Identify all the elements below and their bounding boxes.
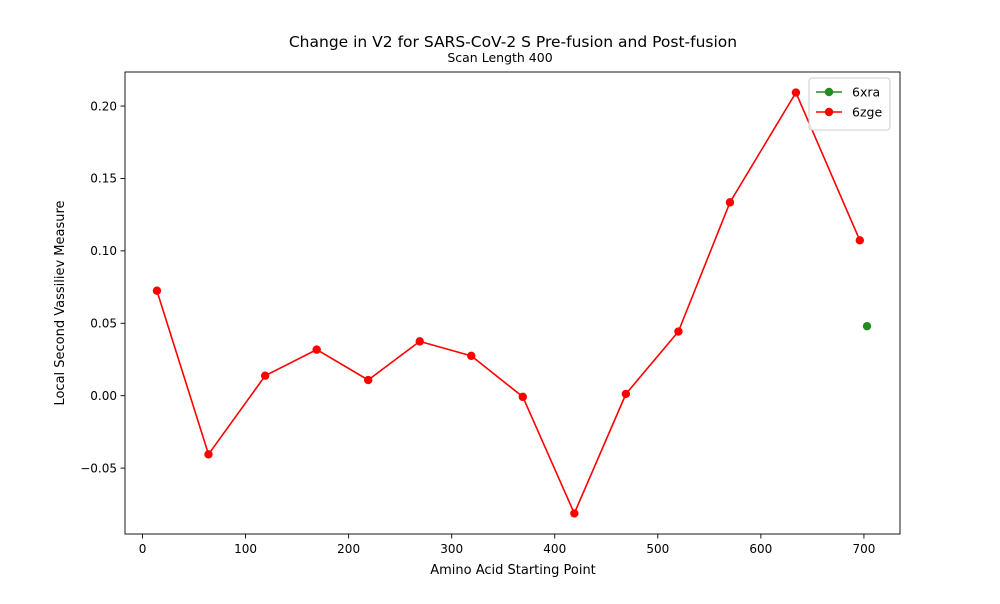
series-line-6zge: [156, 91, 861, 515]
legend-label-6xra: 6xra: [852, 85, 880, 100]
legend-marker-6xra: [824, 87, 834, 97]
data-point-6zge: [570, 509, 579, 518]
data-point-6zge: [518, 392, 528, 402]
x-tick-label: 100: [234, 542, 257, 556]
y-axis-label: Local Second Vassiliev Measure: [53, 200, 68, 405]
data-point-6zge: [855, 236, 865, 245]
y-tick-label: 0.10: [90, 244, 117, 258]
y-tick-label: −0.05: [80, 461, 117, 475]
x-tick-label: 500: [646, 542, 669, 556]
chart-subtitle: Scan Length 400: [447, 50, 552, 65]
data-point-6zge: [467, 351, 476, 361]
y-tick-label: 0.05: [90, 317, 117, 331]
y-tick-label: 0.15: [90, 172, 117, 186]
legend: 6xra 6zge: [808, 77, 891, 131]
plot-frame: [124, 71, 901, 535]
x-tick-label: 300: [440, 542, 463, 556]
chart-title: Change in V2 for SARS-CoV-2 S Pre-fusion…: [289, 33, 737, 51]
x-tick-label: 600: [749, 542, 772, 556]
plot-area: 0 100 200 300 400 500 600 700 −0.05 0.00 0.05 0.10 0…: [80, 71, 901, 556]
x-tick-label: 200: [337, 542, 360, 556]
data-point-6zge: [364, 375, 373, 385]
x-axis-label: Amino Acid Starting Point: [430, 563, 596, 578]
y-tick-label: 0.00: [90, 389, 117, 403]
x-tick-label: 700: [852, 542, 875, 556]
legend-label-6zge: 6zge: [852, 105, 882, 120]
x-tick-label: 400: [543, 542, 566, 556]
y-tick-label: 0.20: [90, 99, 117, 113]
data-point-6zge: [260, 371, 270, 380]
data-point-6zge: [152, 286, 162, 295]
legend-marker-6zge: [824, 107, 834, 117]
data-point-6zge: [725, 198, 735, 207]
data-point-6zge: [204, 450, 213, 459]
data-point-6zge: [312, 345, 321, 354]
data-point-6zge: [415, 337, 424, 346]
data-point-6zge: [621, 389, 631, 399]
data-point-6xra: [862, 321, 872, 331]
x-tick-label: 0: [139, 542, 147, 556]
data-point-6zge: [791, 88, 801, 97]
data-point-6zge: [674, 327, 683, 336]
